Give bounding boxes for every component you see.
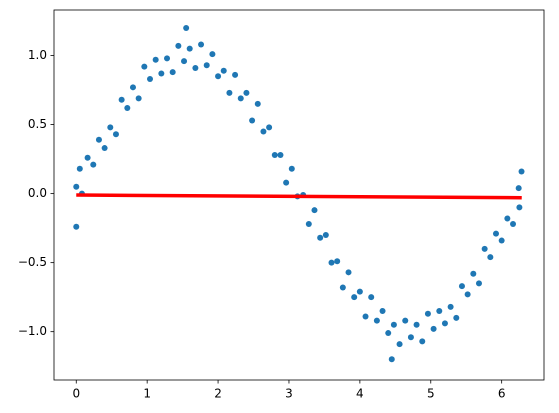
x-tick-label: 6	[498, 387, 506, 401]
scatter-point	[334, 258, 341, 265]
scatter-point	[481, 245, 488, 252]
y-tick-label: 0.0	[28, 186, 47, 200]
scatter-point	[73, 183, 80, 190]
scatter-point	[237, 95, 244, 102]
x-tick-label: 3	[285, 387, 293, 401]
scatter-point	[487, 254, 494, 261]
scatter-point	[492, 230, 499, 237]
scatter-point	[249, 117, 256, 124]
scatter-point	[518, 168, 525, 175]
scatter-point	[260, 128, 267, 135]
scatter-point	[311, 207, 318, 214]
scatter-point	[396, 341, 403, 348]
scatter-point	[419, 338, 426, 345]
scatter-point	[470, 270, 477, 277]
scatter-point	[345, 269, 352, 276]
scatter-point	[305, 220, 312, 227]
scatter-point	[458, 283, 465, 290]
scatter-point	[101, 145, 108, 152]
x-tick-label: 1	[143, 387, 151, 401]
fit-line	[76, 193, 522, 200]
scatter-point	[317, 234, 324, 241]
scatter-point	[192, 64, 199, 71]
scatter-point	[135, 95, 142, 102]
scatter-point	[158, 70, 165, 77]
scatter-point	[107, 124, 114, 131]
scatter-point	[288, 165, 295, 172]
scatter-point	[118, 96, 125, 103]
x-tick-label: 0	[72, 387, 80, 401]
scatter-point	[413, 321, 420, 328]
scatter-point	[266, 124, 273, 131]
scatter-point	[243, 89, 250, 96]
scatter-point	[152, 56, 159, 63]
scatter-point	[402, 317, 409, 324]
scatter-point	[373, 317, 380, 324]
scatter-point	[147, 76, 154, 83]
scatter-point	[254, 100, 261, 107]
x-tick-label: 4	[356, 387, 364, 401]
y-tick-label: 0.5	[28, 117, 47, 131]
scatter-point	[84, 154, 91, 161]
scatter-point	[283, 179, 290, 186]
scatter-point	[504, 215, 511, 222]
scatter-point	[112, 131, 119, 138]
scatter-point	[186, 45, 193, 52]
scatter-point	[368, 294, 375, 301]
scatter-point	[226, 89, 233, 96]
scatter-point	[198, 41, 205, 48]
scatter-point	[356, 288, 363, 295]
scatter-point	[339, 284, 346, 291]
scatter-point	[362, 313, 369, 320]
scatter-point	[232, 71, 239, 78]
scatter-point	[379, 307, 386, 314]
scatter-point	[430, 325, 437, 332]
scatter-point	[475, 280, 482, 287]
scatter-point	[385, 330, 392, 337]
scatter-point	[328, 259, 335, 266]
scatter-point	[183, 24, 190, 31]
scatter-point	[271, 151, 278, 158]
scatter-point	[181, 58, 188, 65]
scatter-point	[175, 42, 182, 49]
axes-frame	[53, 9, 545, 381]
scatter-point	[516, 204, 523, 211]
scatter-point	[76, 165, 83, 172]
scatter-point	[129, 84, 136, 91]
scatter-point	[209, 51, 216, 58]
scatter-point	[90, 161, 97, 168]
scatter-point	[453, 314, 460, 321]
y-tick-label: −1.0	[18, 324, 47, 338]
scatter-point	[447, 303, 454, 310]
scatter-point	[220, 67, 227, 74]
scatter-point	[124, 105, 131, 112]
scatter-point	[515, 185, 522, 192]
y-tick-label: −0.5	[18, 255, 47, 269]
scatter-point	[390, 321, 397, 328]
y-tick-label: 1.0	[28, 48, 47, 62]
scatter-point	[510, 220, 517, 227]
scatter-point	[215, 73, 222, 80]
scatter-point	[277, 151, 284, 158]
scatter-point	[407, 334, 414, 341]
scatter-point	[388, 356, 395, 363]
scatter-point	[464, 291, 471, 298]
scatter-point	[169, 69, 176, 76]
scatter-point	[436, 307, 443, 314]
scatter-point	[73, 223, 80, 230]
scatter-point	[141, 63, 148, 70]
scatter-point	[95, 136, 102, 143]
x-tick-label: 2	[214, 387, 222, 401]
scatter-point	[424, 310, 431, 317]
x-tick-label: 5	[427, 387, 435, 401]
scatter-point	[164, 55, 171, 62]
scatter-point	[351, 294, 358, 301]
scatter-point	[322, 232, 329, 239]
scatter-point	[203, 62, 210, 69]
scatter-point	[441, 320, 448, 327]
scatter-point	[498, 237, 505, 244]
